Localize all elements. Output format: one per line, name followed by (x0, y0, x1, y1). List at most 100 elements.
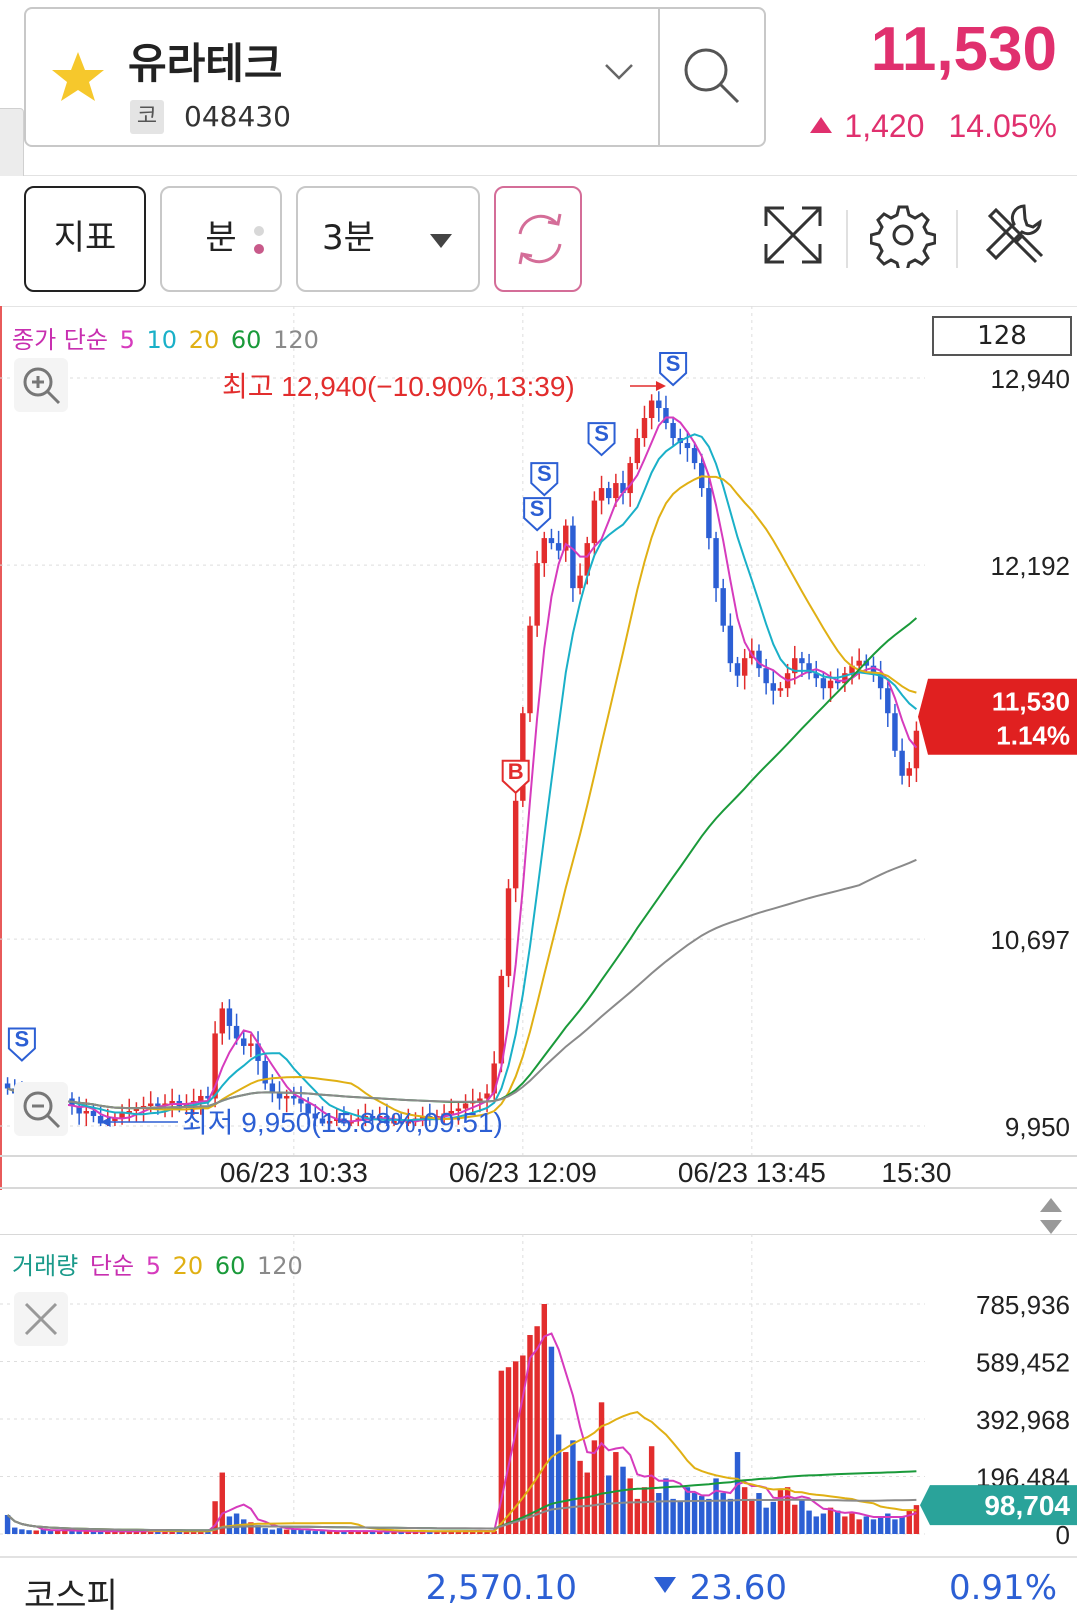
minute-button[interactable]: 분 (160, 186, 282, 292)
interval-select[interactable]: 3분 (296, 186, 480, 292)
candle (112, 1118, 118, 1121)
gear-icon[interactable] (870, 202, 936, 268)
buy-signal: B (501, 759, 530, 795)
candle (892, 713, 898, 751)
refresh-button[interactable] (494, 186, 582, 292)
volume-axis-label: 392,968 (976, 1405, 1070, 1435)
volume-bar (405, 1531, 412, 1534)
volume-bar (298, 1529, 304, 1534)
change-percent: 14.05% (948, 108, 1057, 144)
volume-tag (920, 1485, 1077, 1526)
sell-signal: S (659, 351, 688, 387)
candle (756, 650, 762, 669)
fullscreen-icon[interactable] (760, 202, 826, 268)
volume-bar (319, 1531, 326, 1534)
candle (827, 680, 834, 689)
sell-signal: S (7, 1026, 36, 1062)
signal-label: S (15, 1026, 30, 1051)
volume-bar (598, 1402, 605, 1534)
tools-icon[interactable] (980, 202, 1046, 268)
candle (262, 1060, 268, 1084)
price-tag (918, 678, 1077, 755)
candle (856, 660, 862, 666)
volume-ma120-line (6, 1498, 917, 1532)
star-icon[interactable] (48, 48, 108, 108)
signal-marker (501, 759, 530, 795)
volume-bar (620, 1466, 626, 1534)
volume-bar (477, 1531, 483, 1534)
price-change: 1,420 14.05% (810, 108, 1057, 145)
candle (684, 443, 691, 449)
candle (498, 975, 505, 1064)
volume-axis-label: 0 (1056, 1520, 1070, 1550)
volume-bar (763, 1507, 769, 1534)
volume-bar (720, 1493, 726, 1534)
ma10-line (7, 433, 918, 1122)
candle (484, 1093, 490, 1099)
candle (441, 1113, 447, 1116)
candle (834, 680, 841, 684)
chart-toolbar: 지표 분 3분 (0, 176, 1077, 306)
volume-bar (355, 1531, 361, 1534)
volume-bar (591, 1440, 598, 1534)
zoom-out-icon[interactable] (14, 1082, 68, 1136)
volume-bar (441, 1531, 447, 1534)
volume-bar (47, 1531, 54, 1534)
price-tag-value: 11,530 (992, 687, 1070, 717)
index-change-value: 23.60 (689, 1568, 787, 1608)
volume-bar (677, 1501, 683, 1534)
candle (326, 1120, 333, 1124)
search-icon[interactable] (680, 44, 744, 108)
volume-chart-panel[interactable]: 785,936 589,452 392,968 196,484 0 98,704 거래량 … (0, 1234, 1077, 1556)
interval-value: 3분 (322, 218, 375, 258)
candle (641, 418, 648, 439)
volume-bar (291, 1529, 297, 1534)
scroll-arrows-icon[interactable] (1034, 1194, 1068, 1238)
indicator-button[interactable]: 지표 (24, 186, 146, 292)
volume-bar (784, 1487, 791, 1534)
volume-bar (555, 1434, 562, 1534)
legend-prefix: 종가 단순 (12, 326, 108, 354)
market-badge: 코 (130, 100, 164, 134)
volume-bar (806, 1510, 812, 1534)
candle (734, 663, 741, 676)
volume-bar (792, 1504, 798, 1534)
volume-bar (183, 1531, 190, 1534)
legend-vol-ma5: 5 (145, 1252, 161, 1280)
candle (527, 625, 533, 714)
stock-name[interactable]: 유라테크 (128, 39, 283, 88)
market-index-footer[interactable]: 코스피 2,570.10 23.60 0.91% (0, 1556, 1077, 1615)
price-chart-panel[interactable]: S S S S S B 최고 12,940(−10.90%,13:39) 최저 9,950(1… (0, 306, 1077, 1234)
volume-bar (913, 1505, 920, 1534)
volume-bar (663, 1478, 669, 1534)
price-legend: 종가 단순 5 10 20 60 120 (12, 320, 323, 355)
candle (584, 543, 590, 576)
x-axis-label: 15:30 (881, 1157, 951, 1188)
candle (169, 1100, 175, 1104)
chevron-down-icon[interactable] (604, 62, 634, 82)
candle (83, 1110, 90, 1114)
candle (405, 1120, 412, 1124)
volume-bar (119, 1531, 125, 1534)
volume-bar (906, 1510, 912, 1534)
candle (319, 1118, 326, 1124)
candle (720, 588, 726, 626)
volume-bar (140, 1531, 147, 1534)
signal-marker (7, 1027, 36, 1062)
zoom-in-icon[interactable] (14, 358, 68, 412)
volume-bar (97, 1530, 104, 1534)
candle (591, 500, 598, 544)
volume-bar (827, 1507, 834, 1534)
signal-marker (523, 497, 552, 532)
legend-ma20: 20 (188, 326, 220, 354)
candle (133, 1108, 140, 1111)
volume-bar (885, 1513, 891, 1534)
close-icon[interactable] (14, 1292, 68, 1346)
candle (913, 730, 920, 769)
volume-bar (155, 1531, 161, 1534)
stock-header: 유라테크 코 048430 11,530 1,420 14.05% (0, 0, 1077, 248)
volume-bar (605, 1475, 612, 1534)
candle (276, 1093, 283, 1099)
